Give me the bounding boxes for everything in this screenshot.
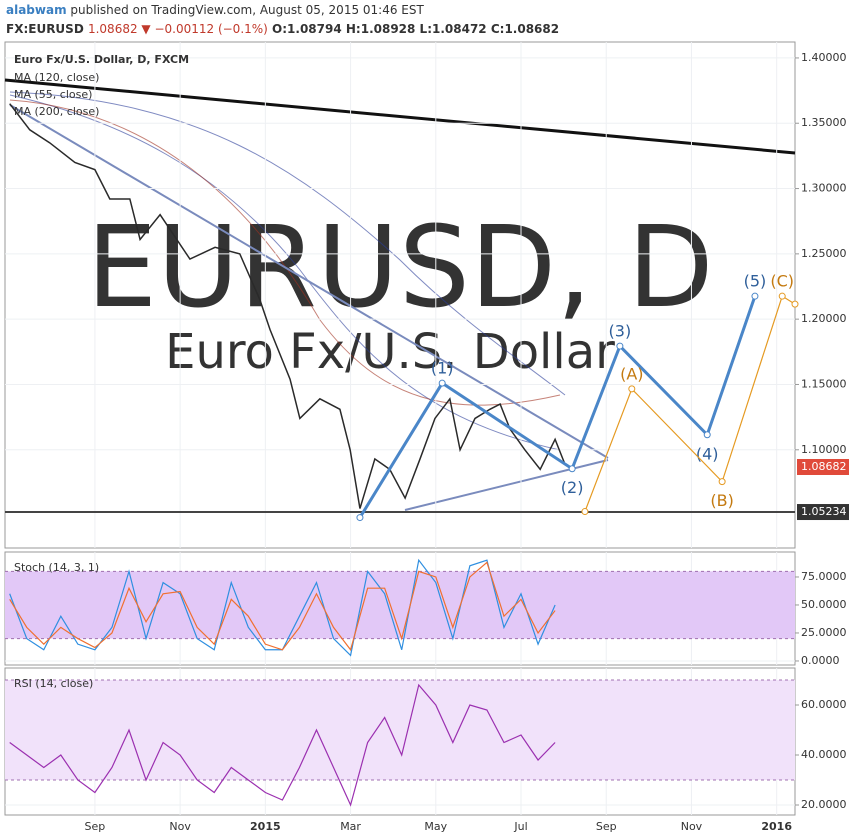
watermark-subtitle: Euro Fx/U.S. Dollar [165, 324, 615, 380]
legend-entry: MA (120, close) [14, 71, 99, 84]
y-tick-label: 1.30000 [801, 182, 847, 195]
y-tick-label: 25.0000 [801, 626, 847, 639]
trend-line [9, 104, 609, 459]
last-badge [797, 458, 849, 475]
y-tick-label: 0.0000 [801, 654, 840, 667]
ma-line [9, 91, 566, 396]
watermark-title: EURUSD, D [86, 203, 713, 333]
y-tick-label: 1.35000 [801, 116, 847, 129]
wave-label: (5) [744, 272, 767, 291]
band [5, 680, 795, 780]
y-tick-label: 20.0000 [801, 798, 847, 811]
y-tick-label: 1.20000 [801, 312, 847, 325]
x-tick-label: 2015 [250, 820, 281, 833]
support-label: 1.05234 [801, 505, 847, 518]
published: published on TradingView.com, August 05,… [70, 3, 424, 17]
wave-point [703, 431, 711, 439]
wave-point [616, 342, 624, 350]
wave-point [718, 478, 726, 486]
wave-label: (4) [696, 444, 719, 463]
band [5, 571, 795, 639]
ohlc: O:1.08794 H:1.08928 L:1.08472 C:1.08682 [272, 22, 559, 36]
panel-title: RSI (14, close) [14, 677, 93, 690]
wave-point [568, 465, 576, 473]
wave-label: (B) [710, 491, 733, 510]
x-tick-label: Nov [681, 820, 703, 833]
ma-line [9, 99, 561, 406]
legend-entry: MA (200, close) [14, 105, 99, 118]
x-tick-label: Jul [513, 820, 527, 833]
support-badge [797, 504, 849, 521]
y-tick-label: 1.10000 [801, 443, 847, 456]
y-tick-label: 40.0000 [801, 748, 847, 761]
wave-point [751, 292, 759, 300]
wave-point [356, 514, 364, 522]
y-tick-label: 1.25000 [801, 247, 847, 260]
wave-point [791, 300, 799, 308]
x-tick-label: May [424, 820, 447, 833]
x-tick-label: Mar [340, 820, 361, 833]
y-tick-label: 50.0000 [801, 598, 847, 611]
wave-label: (A) [620, 364, 643, 383]
x-tick-label: Nov [169, 820, 191, 833]
y-tick-label: 1.15000 [801, 377, 847, 390]
ma-line [9, 94, 561, 451]
drawings [4, 78, 796, 511]
wave-label: (C) [770, 272, 794, 291]
legend-title: Euro Fx/U.S. Dollar, D, FXCM [14, 53, 189, 66]
price-line [9, 103, 566, 509]
header-line2: FX:EURUSD 1.08682 ▼ −0.00112 (−0.1%) O:1… [6, 22, 559, 36]
oscillator-line [9, 561, 556, 652]
last-label: 1.08682 [801, 460, 847, 473]
header-line1: alabwam published on TradingView.com, Au… [6, 3, 424, 17]
oscillator-line [9, 683, 556, 807]
panel-title: Stoch (14, 3, 1) [14, 561, 99, 574]
author[interactable]: alabwam [6, 3, 67, 17]
trend-line [4, 78, 796, 155]
symbol: FX:EURUSD [6, 22, 84, 36]
wave-point [438, 379, 446, 387]
legend-entry: MA (55, close) [14, 88, 92, 101]
wave-label: (3) [609, 322, 632, 341]
wave-label: (1) [431, 359, 454, 378]
wave-point [628, 385, 636, 393]
wave-label: (2) [561, 478, 584, 497]
x-tick-label: Sep [85, 820, 106, 833]
wave-line [358, 295, 757, 519]
y-tick-label: 60.0000 [801, 698, 847, 711]
x-tick-label: Sep [596, 820, 617, 833]
main-frame [4, 41, 796, 549]
quote: 1.08682 ▼ −0.00112 (−0.1%) [88, 22, 268, 36]
wave-point [581, 508, 589, 516]
y-tick-label: 75.0000 [801, 570, 847, 583]
x-tick-label: 2016 [761, 820, 792, 833]
wave-point [778, 292, 786, 300]
y-tick-label: 1.40000 [801, 51, 847, 64]
